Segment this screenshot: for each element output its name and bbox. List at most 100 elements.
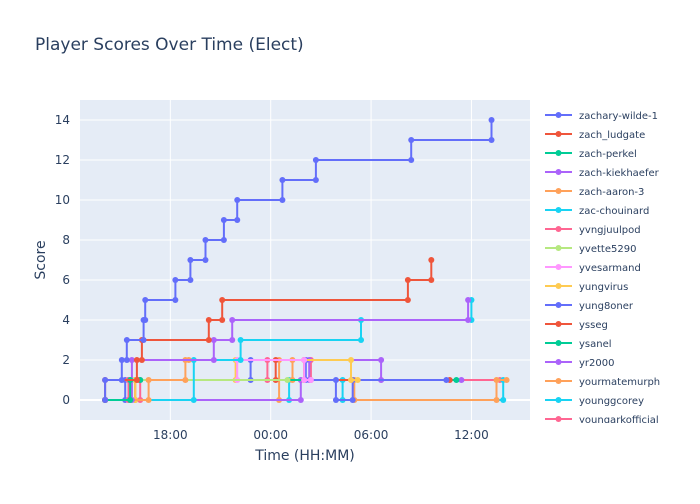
legend-label: yungvirus: [579, 282, 628, 293]
data-point: [123, 337, 130, 343]
legend-label: yvette5290: [579, 244, 636, 255]
data-point: [229, 337, 236, 343]
legend-item[interactable]: yvette5290: [545, 244, 636, 255]
legend-label: zach-perkel: [579, 149, 637, 160]
data-point: [503, 377, 510, 383]
data-point: [312, 157, 319, 163]
legend-marker: [555, 245, 562, 251]
y-tick-label: 6: [62, 273, 70, 287]
x-tick-label: 12:00: [454, 428, 489, 442]
data-point: [138, 357, 145, 363]
series-line: [105, 359, 358, 401]
data-point: [172, 277, 179, 283]
data-point: [172, 297, 179, 303]
x-tick-label: 00:00: [253, 428, 288, 442]
data-point: [237, 337, 244, 343]
data-point: [237, 357, 244, 363]
legend-item[interactable]: yr2000: [545, 358, 614, 369]
data-point: [301, 357, 308, 363]
data-point: [284, 377, 291, 383]
data-point: [301, 377, 308, 383]
data-point: [234, 197, 241, 203]
data-point: [219, 317, 226, 323]
data-point: [443, 377, 450, 383]
legend-item[interactable]: zach-kiekhaefer: [545, 168, 660, 179]
legend-item[interactable]: yvngjuulpod: [545, 225, 641, 236]
data-point: [118, 377, 125, 383]
data-point: [234, 217, 241, 223]
data-point: [142, 297, 149, 303]
data-point: [145, 377, 152, 383]
legend-item[interactable]: zach-perkel: [545, 149, 637, 160]
data-point: [210, 357, 217, 363]
series-line: [105, 359, 500, 401]
data-point: [123, 357, 130, 363]
legend-item[interactable]: yvesarmand: [545, 263, 641, 274]
legend-item[interactable]: yourmatemurph: [545, 377, 660, 388]
data-point: [133, 377, 140, 383]
data-point: [102, 377, 109, 383]
data-point: [202, 237, 209, 243]
legend-marker: [555, 207, 562, 213]
legend-item[interactable]: yung8oner: [545, 301, 634, 312]
legend-marker: [555, 169, 562, 175]
data-point: [187, 257, 194, 263]
legend-item[interactable]: younggcorey: [545, 396, 644, 407]
legend-item[interactable]: yungvirus: [545, 282, 628, 293]
legend-marker: [555, 264, 562, 270]
legend-item[interactable]: zachary-wilde-1: [545, 111, 658, 122]
data-point: [458, 377, 465, 383]
plot-area: [102, 117, 510, 403]
series-line: [105, 359, 462, 401]
legend-item[interactable]: youngarkofficial: [545, 415, 659, 426]
data-point: [220, 237, 227, 243]
data-point: [182, 377, 189, 383]
chart-title: Player Scores Over Time (Elect): [35, 35, 304, 55]
legend-marker: [555, 283, 562, 289]
data-point: [128, 357, 135, 363]
legend-marker: [555, 188, 562, 194]
data-point: [348, 377, 355, 383]
legend-label: ysseg: [579, 320, 608, 331]
legend-item[interactable]: ysseg: [545, 320, 608, 331]
data-point: [307, 377, 314, 383]
data-point: [127, 397, 134, 403]
legend[interactable]: zachary-wilde-1 zach_ludgate zach-perkel za…: [545, 111, 660, 426]
data-point: [348, 357, 355, 363]
y-axis-label: Score: [33, 240, 49, 279]
legend-label: zach_ludgate: [579, 130, 645, 141]
legend-marker: [555, 378, 562, 384]
data-point: [190, 397, 197, 403]
data-point: [133, 357, 140, 363]
legend-item[interactable]: zac-chouinard: [545, 206, 649, 217]
data-point: [187, 277, 194, 283]
data-point: [332, 397, 339, 403]
legend-item[interactable]: zach_ludgate: [545, 130, 645, 141]
legend-marker: [555, 397, 562, 403]
data-point: [378, 357, 385, 363]
data-point: [145, 397, 152, 403]
legend-item[interactable]: zach-aaron-3: [545, 187, 644, 198]
legend-label: zac-chouinard: [579, 206, 649, 217]
data-point: [205, 317, 212, 323]
x-tick-label: 06:00: [354, 428, 389, 442]
legend-marker: [555, 226, 562, 232]
legend-marker: [555, 302, 562, 308]
data-point: [297, 397, 304, 403]
y-tick-label: 12: [55, 153, 70, 167]
legend-label: zach-kiekhaefer: [579, 168, 660, 179]
legend-label: yung8oner: [579, 301, 634, 312]
data-point: [358, 337, 365, 343]
data-point: [279, 197, 286, 203]
legend-marker: [555, 321, 562, 327]
legend-label: zachary-wilde-1: [579, 111, 658, 122]
data-point: [349, 397, 356, 403]
y-tick-label: 0: [62, 393, 70, 407]
data-point: [118, 357, 125, 363]
legend-marker: [555, 416, 562, 422]
data-point: [219, 297, 226, 303]
legend-item[interactable]: ysanel: [545, 339, 612, 350]
data-point: [312, 177, 319, 183]
series-line: [104, 260, 433, 400]
